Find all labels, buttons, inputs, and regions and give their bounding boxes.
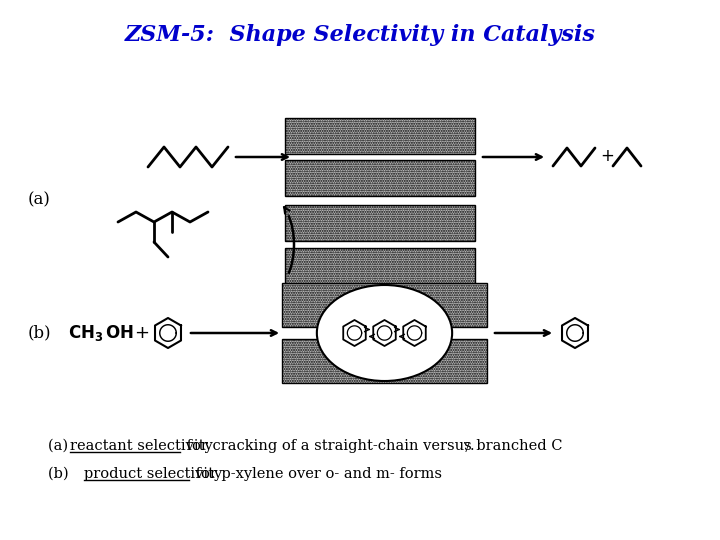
Text: 7: 7 bbox=[464, 442, 471, 456]
Bar bbox=[285, 205, 475, 241]
Bar bbox=[285, 160, 475, 196]
Bar bbox=[285, 248, 475, 284]
Text: +: + bbox=[135, 324, 150, 342]
Text: (b): (b) bbox=[28, 325, 52, 341]
Text: (a): (a) bbox=[48, 439, 73, 453]
Text: product selectivity: product selectivity bbox=[84, 467, 222, 481]
Ellipse shape bbox=[317, 285, 452, 381]
Text: for cracking of a straight-chain versus branched C: for cracking of a straight-chain versus … bbox=[182, 439, 563, 453]
Text: +: + bbox=[600, 147, 614, 165]
Text: ZSM-5:  Shape Selectivity in Catalysis: ZSM-5: Shape Selectivity in Catalysis bbox=[125, 24, 595, 46]
Text: (a): (a) bbox=[28, 192, 51, 208]
Text: reactant selectivity: reactant selectivity bbox=[70, 439, 212, 453]
Bar bbox=[285, 118, 475, 154]
Text: for p-xylene over o- and m- forms: for p-xylene over o- and m- forms bbox=[191, 467, 442, 481]
Text: $\mathregular{CH_3\,OH}$: $\mathregular{CH_3\,OH}$ bbox=[68, 323, 134, 343]
Bar bbox=[282, 283, 487, 327]
Bar bbox=[282, 339, 487, 383]
Text: (b): (b) bbox=[48, 467, 83, 481]
Text: .: . bbox=[469, 439, 474, 453]
